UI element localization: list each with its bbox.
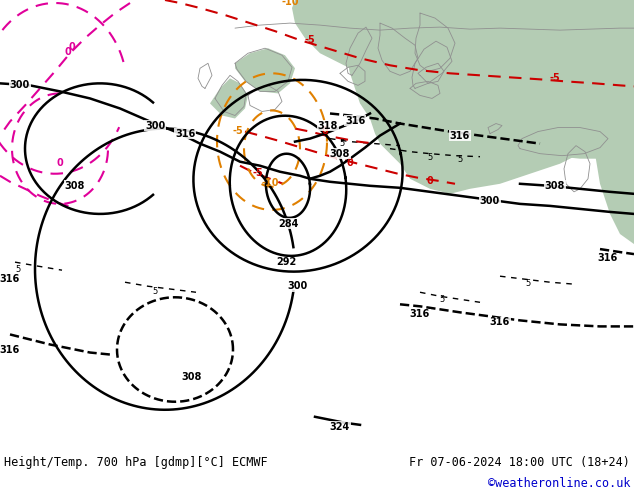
Text: 316: 316 (450, 131, 470, 141)
Text: 316: 316 (410, 309, 430, 319)
Text: -5: -5 (233, 125, 243, 136)
Text: -5: -5 (550, 74, 560, 83)
Polygon shape (292, 0, 460, 88)
Text: -10: -10 (261, 178, 279, 188)
Polygon shape (412, 41, 455, 88)
Text: 300: 300 (480, 196, 500, 206)
Text: 0: 0 (427, 176, 434, 186)
Text: 5: 5 (526, 279, 531, 288)
Text: 300: 300 (10, 80, 30, 90)
Text: 5: 5 (439, 295, 444, 304)
Polygon shape (385, 0, 448, 68)
Polygon shape (298, 0, 380, 35)
Text: 308: 308 (330, 148, 350, 159)
Text: 324: 324 (330, 422, 350, 432)
Polygon shape (235, 48, 295, 94)
Text: 284: 284 (278, 219, 298, 229)
Text: 300: 300 (145, 121, 165, 130)
Text: 316: 316 (175, 128, 195, 139)
Text: 5: 5 (427, 153, 432, 162)
Text: 308: 308 (545, 181, 565, 191)
Text: 316: 316 (0, 344, 20, 354)
Text: -5: -5 (252, 168, 263, 178)
Text: -10: -10 (281, 0, 299, 7)
Text: -5: -5 (304, 35, 315, 45)
Text: 316: 316 (0, 274, 20, 284)
Text: ©weatheronline.co.uk: ©weatheronline.co.uk (488, 477, 630, 490)
Text: 316: 316 (598, 253, 618, 263)
Polygon shape (348, 0, 634, 194)
Polygon shape (348, 28, 375, 74)
Text: 300: 300 (288, 281, 308, 291)
Text: 0: 0 (56, 158, 63, 168)
Text: 292: 292 (276, 257, 296, 267)
Text: 0: 0 (321, 125, 328, 136)
Text: Height/Temp. 700 hPa [gdmp][°C] ECMWF: Height/Temp. 700 hPa [gdmp][°C] ECMWF (4, 456, 268, 469)
Text: 308: 308 (182, 371, 202, 382)
Polygon shape (210, 78, 248, 119)
Polygon shape (478, 114, 634, 159)
Text: 0: 0 (65, 47, 72, 57)
Text: 5: 5 (15, 265, 21, 274)
Text: 0: 0 (68, 42, 75, 52)
Text: 5: 5 (339, 139, 345, 147)
Text: 308: 308 (65, 181, 85, 191)
Text: 5: 5 (152, 287, 158, 296)
Text: 318: 318 (318, 121, 338, 130)
Text: 316: 316 (345, 116, 365, 125)
Text: Fr 07-06-2024 18:00 UTC (18+24): Fr 07-06-2024 18:00 UTC (18+24) (409, 456, 630, 469)
Text: 0: 0 (347, 158, 353, 168)
Text: 5: 5 (457, 155, 463, 164)
Polygon shape (580, 0, 634, 244)
Text: 316: 316 (490, 318, 510, 327)
